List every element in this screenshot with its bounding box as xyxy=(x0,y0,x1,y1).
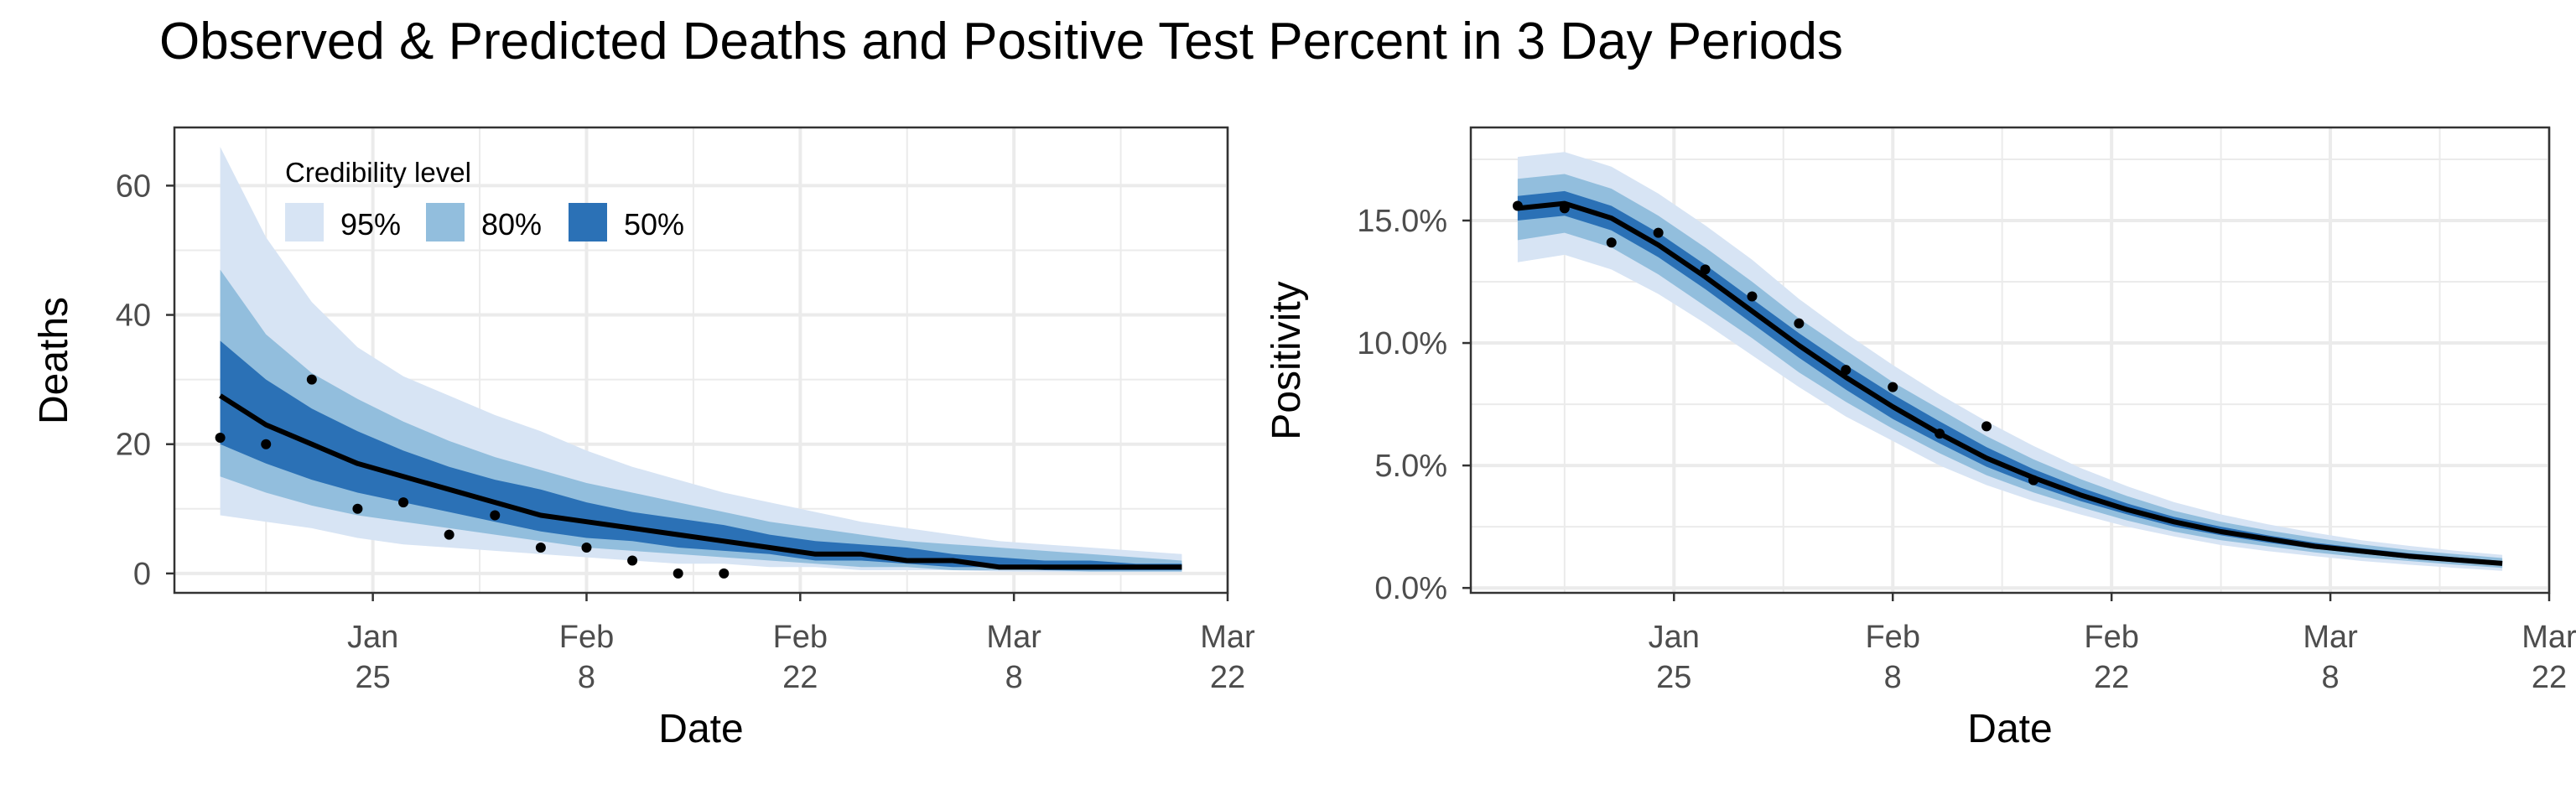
legend: Credibility level 95% 80% 50% xyxy=(285,157,684,242)
y-tick-label: 15.0% xyxy=(1357,204,1447,239)
x-tick-label: Mar xyxy=(2521,620,2576,655)
y-tick-label: 10.0% xyxy=(1357,326,1447,361)
observed-point xyxy=(1794,318,1805,329)
observed-point xyxy=(444,529,454,540)
y-tick-label: 40 xyxy=(116,299,151,334)
x-axis-label: Date xyxy=(658,707,743,751)
x-tick-label: 25 xyxy=(355,660,390,695)
band-50 xyxy=(1517,190,2503,566)
observed-point xyxy=(261,439,272,449)
observed-point xyxy=(1935,428,1945,439)
observed-point xyxy=(490,510,501,521)
x-tick-label: Mar xyxy=(986,620,1041,655)
x-tick-label: Jan xyxy=(1649,620,1700,655)
observed-point xyxy=(1512,200,1523,211)
x-tick-label: 8 xyxy=(578,660,595,695)
legend-title: Credibility level xyxy=(285,157,471,188)
y-tick-label: 60 xyxy=(116,169,151,204)
observed-point xyxy=(719,568,730,579)
observed-point xyxy=(1841,365,1852,376)
y-tick-label: 20 xyxy=(116,428,151,463)
y-axis-label: Positivity xyxy=(1265,281,1309,439)
legend-swatch xyxy=(569,203,607,242)
y-tick-label: 0.0% xyxy=(1374,571,1447,606)
observed-point xyxy=(1559,203,1570,214)
median-line xyxy=(218,393,1182,570)
panel-border xyxy=(1469,126,2551,595)
x-tick-label: Mar xyxy=(1200,620,1255,655)
figure-title: Observed & Predicted Deaths and Positive… xyxy=(159,13,1844,70)
band-50 xyxy=(220,340,1182,570)
observed-point xyxy=(398,497,409,508)
observed-point xyxy=(535,543,546,553)
x-tick-label: 25 xyxy=(1656,660,1691,695)
observed-point xyxy=(2028,475,2038,486)
panel-2: 0.0% 5.0% 10.0% 15.0% Jan 25 Feb 8 Feb 22 Mar 8 Mar 2… xyxy=(1265,126,2576,751)
x-tick-label: 22 xyxy=(2532,660,2567,695)
observed-point xyxy=(1981,421,1992,432)
x-tick-label: 22 xyxy=(782,660,818,695)
legend-swatch xyxy=(285,203,324,242)
y-tick-label: 5.0% xyxy=(1374,449,1447,484)
legend-swatch xyxy=(426,203,465,242)
legend-label: 50% xyxy=(624,207,684,242)
panel-1: 0 20 40 60 Jan 25 Feb 8 Feb 22 Mar 8 Mar 22 Date Deaths… xyxy=(32,126,1255,751)
x-axis-label: Date xyxy=(1967,707,2052,751)
x-tick-label: Feb xyxy=(773,620,828,655)
median-line xyxy=(1517,200,2503,566)
observed-point xyxy=(1653,227,1664,238)
x-tick-label: 8 xyxy=(1884,660,1902,695)
legend-label: 95% xyxy=(340,207,401,242)
observed-point xyxy=(1606,237,1617,248)
x-tick-label: Feb xyxy=(2084,620,2138,655)
observed-point xyxy=(1700,264,1711,275)
x-tick-label: Mar xyxy=(2303,620,2358,655)
observed-point xyxy=(215,433,226,443)
observed-point xyxy=(1747,291,1758,302)
y-tick-label: 0 xyxy=(133,557,151,592)
observed-point xyxy=(352,503,363,514)
y-axis-label: Deaths xyxy=(32,297,76,424)
observed-point xyxy=(1888,382,1898,392)
x-tick-label: 22 xyxy=(1210,660,1245,695)
x-tick-label: Jan xyxy=(347,620,398,655)
observed-point xyxy=(627,555,638,566)
panel-border xyxy=(173,126,1229,595)
x-tick-label: Feb xyxy=(1865,620,1919,655)
x-tick-label: 22 xyxy=(2094,660,2129,695)
observed-point xyxy=(673,568,683,579)
observed-point xyxy=(306,374,317,385)
legend-label: 80% xyxy=(481,207,542,242)
x-tick-label: 8 xyxy=(1005,660,1023,695)
observed-point xyxy=(581,543,592,553)
x-tick-label: 8 xyxy=(2322,660,2340,695)
x-tick-label: Feb xyxy=(559,620,614,655)
